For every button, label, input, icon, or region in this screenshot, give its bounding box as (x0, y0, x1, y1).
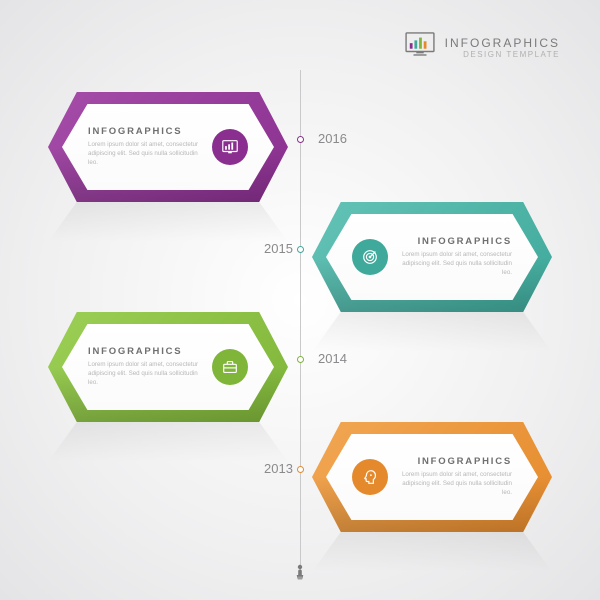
card-body: Lorem ipsum dolor sit amet, consectetur … (88, 361, 200, 388)
year-label-2016: 2016 (318, 131, 347, 146)
card-title: INFOGRAPHICS (88, 346, 200, 357)
timeline-axis (300, 70, 301, 570)
card-title: INFOGRAPHICS (400, 236, 512, 247)
header-subtitle: DESIGN TEMPLATE (445, 50, 560, 59)
timeline-card-2013: INFOGRAPHICS Lorem ipsum dolor sit amet, … (312, 422, 552, 532)
card-body: Lorem ipsum dolor sit amet, consectetur … (400, 251, 512, 278)
header-title: INFOGRAPHICS (445, 36, 560, 50)
person-icon (294, 564, 306, 580)
card-title: INFOGRAPHICS (400, 456, 512, 467)
card-body: Lorem ipsum dolor sit amet, consectetur … (88, 141, 200, 168)
year-label-2013: 2013 (264, 461, 293, 476)
timeline-dot-2013 (297, 466, 304, 473)
year-label-2014: 2014 (318, 351, 347, 366)
header-logo: INFOGRAPHICS DESIGN TEMPLATE (405, 32, 560, 63)
timeline-dot-2014 (297, 356, 304, 363)
timeline-card-2016: INFOGRAPHICS Lorem ipsum dolor sit amet, … (48, 92, 288, 202)
timeline-card-2015: INFOGRAPHICS Lorem ipsum dolor sit amet, … (312, 202, 552, 312)
monitor-chart-icon (405, 32, 435, 63)
card-title: INFOGRAPHICS (88, 126, 200, 137)
target-icon (352, 239, 388, 275)
briefcase-icon (212, 349, 248, 385)
year-label-2015: 2015 (264, 241, 293, 256)
timeline-dot-2016 (297, 136, 304, 143)
timeline-dot-2015 (297, 246, 304, 253)
timeline-card-2014: INFOGRAPHICS Lorem ipsum dolor sit amet, … (48, 312, 288, 422)
chart-icon (212, 129, 248, 165)
card-body: Lorem ipsum dolor sit amet, consectetur … (400, 471, 512, 498)
head-icon (352, 459, 388, 495)
